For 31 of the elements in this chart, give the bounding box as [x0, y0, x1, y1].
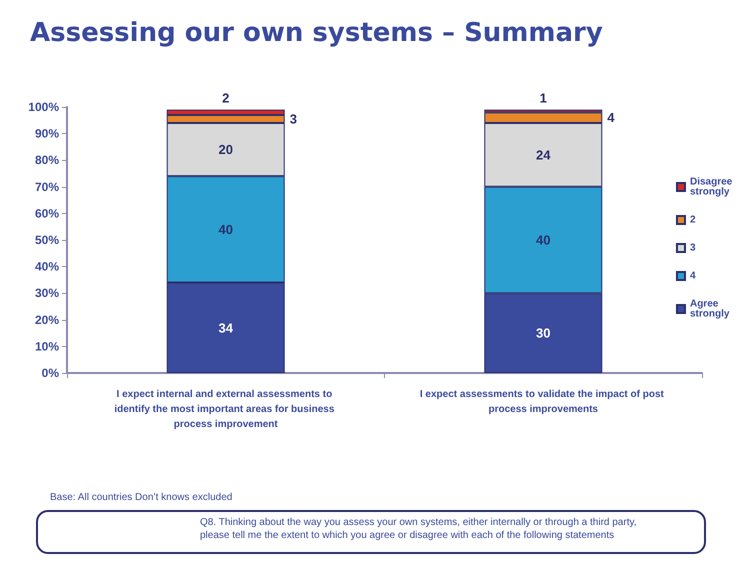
- y-tick-label: 10%: [34, 339, 60, 354]
- y-tick-label: 20%: [34, 312, 60, 327]
- data-label: 20: [218, 142, 233, 158]
- legend-label: 4: [690, 270, 696, 282]
- legend-label: Disagree strongly: [690, 176, 736, 198]
- data-label: 24: [536, 147, 552, 162]
- y-tick-label: 50%: [34, 233, 60, 247]
- data-label: 40: [218, 222, 233, 237]
- legend-label: 2: [690, 214, 696, 226]
- y-tick-label: 30%: [34, 286, 60, 300]
- y-tick-label: 90%: [34, 126, 60, 141]
- y-tick-label: 70%: [34, 180, 60, 194]
- text: Base: All countries Don’t knows excluded: [50, 492, 232, 503]
- data-label: 40: [536, 232, 550, 248]
- data-label: 4: [607, 110, 616, 126]
- y-tick-label: 100%: [28, 100, 60, 114]
- data-label: 30: [536, 326, 550, 341]
- y-tick-label: 60%: [34, 206, 60, 220]
- legend-label: Agree strongly: [690, 298, 730, 320]
- data-label: 1: [540, 90, 547, 106]
- chart-title: Assessing our own systems – Summary: [30, 18, 603, 48]
- text: Q8. Thinking about the way you assess your own systems, either internally or through a third party, please tell me the extent to which you agree or disagree with each of the following statements: [200, 516, 638, 542]
- y-tick-label: 40%: [34, 260, 60, 274]
- data-label: 3: [290, 111, 297, 126]
- y-tick-label: 0%: [42, 366, 60, 380]
- data-label: 2: [222, 90, 230, 106]
- data-label: 34: [218, 320, 234, 336]
- x-tick-label: I expect assessments to validate the impact of post process improvements: [420, 389, 667, 415]
- legend-label: 3: [690, 242, 696, 254]
- y-tick-label: 80%: [34, 153, 60, 168]
- x-tick-label: I expect internal and external assessments to identify the most important areas for business process improvement: [114, 389, 338, 430]
